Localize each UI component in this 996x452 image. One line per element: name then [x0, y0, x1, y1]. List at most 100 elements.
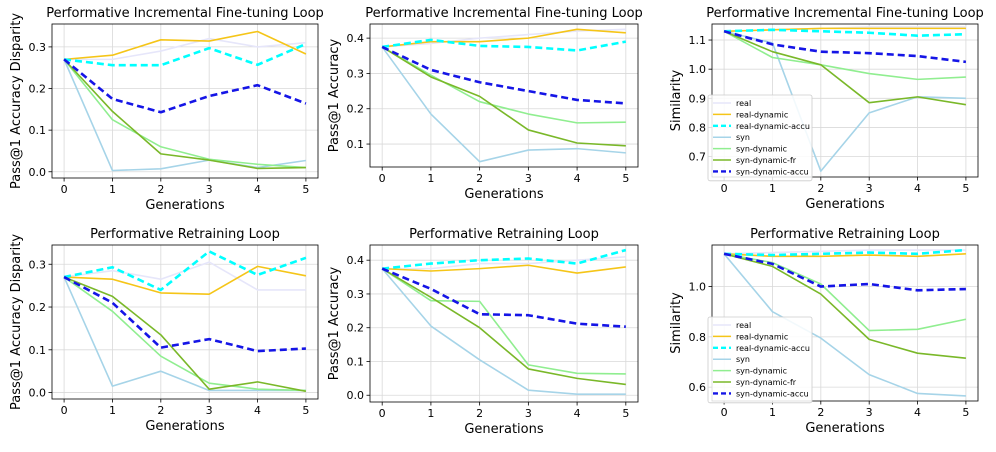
chart-title: Performative Incremental Fine-tuning Loo…: [706, 6, 984, 21]
series-line-real-dynamic-accu: [382, 248, 627, 270]
y-axis-label: Pass@1 Accuracy: [327, 266, 342, 380]
series-line-real: [382, 256, 626, 270]
y-tick-label: 0.1: [347, 138, 365, 151]
x-tick-label: 0: [61, 404, 68, 417]
y-tick-label: 0.3: [347, 288, 365, 301]
chart-title: Performative Incremental Fine-tuning Loo…: [365, 6, 643, 21]
y-tick-label: 0.0: [29, 166, 47, 179]
series-line-real-dynamic-accu: [381, 38, 627, 52]
x-tick-label: 2: [157, 404, 164, 417]
series-line-syn-dynamic-accu: [63, 275, 306, 353]
x-tick-label: 3: [525, 407, 532, 420]
legend-label: real: [736, 321, 751, 330]
x-tick-label: 3: [866, 406, 873, 419]
y-tick-label: 0.0: [29, 387, 47, 400]
y-tick-label: 0.1: [347, 355, 365, 368]
x-tick-label: 0: [379, 407, 386, 420]
legend-label: real-dynamic: [736, 110, 788, 119]
plot-frame: [51, 244, 319, 400]
y-tick-label: 0.2: [347, 103, 365, 116]
series-line-syn-dynamic-fr: [723, 253, 966, 360]
series-line-syn-dynamic-accu: [723, 30, 967, 64]
series-line-syn: [381, 46, 626, 163]
series-line-real-dynamic: [382, 264, 626, 274]
legend-label: syn-dynamic: [736, 145, 787, 154]
chart-svg: 0 1 2 3 4 5 0.0 0.1 0.2 0.3 Performative Increment…: [9, 6, 324, 213]
y-tick-label: 0.1: [29, 124, 47, 137]
chart-panel-incremental-similarity: 0 1 2 3 4 5 0.7 0.8 0.9 1.0 1.1 Performative Increm…: [664, 0, 996, 224]
y-tick-label: 0.6: [689, 381, 707, 394]
chart-svg: 0 1 2 3 4 5 0.0 0.1 0.2 0.3 0.4 Performative Retrai…: [327, 227, 639, 437]
y-tick-label: 0.3: [29, 41, 47, 54]
legend-label: syn-dynamic-fr: [736, 156, 797, 165]
series-line-syn-dynamic: [723, 30, 966, 81]
y-tick-label: 0.8: [689, 331, 707, 344]
x-tick-label: 4: [254, 183, 261, 196]
y-tick-label: 0.7: [689, 151, 707, 164]
x-axis-label: Generations: [145, 198, 225, 213]
x-tick-label: 1: [109, 183, 116, 196]
chart-svg: 0 1 2 3 4 5 0.0 0.1 0.2 0.3 Performative Retrainin…: [9, 227, 319, 434]
x-tick-label: 1: [769, 182, 776, 195]
x-tick-label: 1: [427, 407, 434, 420]
y-tick-label: 0.1: [29, 344, 47, 357]
y-tick-label: 1.0: [689, 281, 707, 294]
y-axis-label: Similarity: [669, 292, 684, 354]
series-line-real: [724, 249, 966, 255]
grid: [52, 24, 318, 178]
x-tick-label: 4: [574, 407, 581, 420]
x-tick-label: 2: [817, 406, 824, 419]
chart-panel-retraining-disparity: 0 1 2 3 4 5 0.0 0.1 0.2 0.3 Performative Retrainin…: [0, 224, 332, 448]
series-line-syn-dynamic: [723, 253, 967, 332]
series-line-syn-dynamic: [63, 58, 306, 169]
series-line-real-dynamic: [724, 253, 966, 258]
series-line-syn-dynamic: [381, 46, 626, 124]
x-tick-label: 5: [962, 406, 969, 419]
x-tick-label: 5: [622, 407, 629, 420]
series-line-syn-dynamic-accu: [723, 252, 966, 292]
x-tick-label: 2: [157, 183, 164, 196]
series-line-syn: [723, 30, 966, 172]
x-axis-label: Generations: [145, 419, 225, 434]
series-line-syn-dynamic-accu: [63, 58, 307, 114]
y-tick-label: 0.0: [347, 389, 365, 402]
plot-frame: [51, 23, 319, 179]
series-line-syn-dynamic-accu: [381, 267, 626, 329]
x-tick-label: 1: [109, 404, 116, 417]
chart-svg: 0 1 2 3 4 5 0.6 0.8 1.0 Performative Retraining L…: [669, 227, 979, 436]
chart-svg: 0 1 2 3 4 5 0.7 0.8 0.9 1.0 1.1 Performative Increm…: [669, 6, 984, 212]
legend-label: syn-dynamic-accu: [736, 389, 809, 398]
series-line-syn-dynamic: [63, 276, 306, 392]
y-axis-label: Similarity: [669, 69, 684, 131]
chart-title: Performative Retraining Loop: [750, 227, 940, 242]
series-line-real-dynamic-accu: [724, 248, 967, 257]
x-tick-label: 4: [914, 406, 921, 419]
legend: real real-dynamic real-dynamic-accu syn syn-…: [707, 316, 813, 404]
series-line-syn-dynamic-fr: [381, 46, 626, 147]
x-axis-label: Generations: [464, 422, 544, 437]
x-axis-label: Generations: [805, 197, 885, 212]
y-tick-label: 0.4: [347, 254, 365, 267]
chart-panel-retraining-similarity: 0 1 2 3 4 5 0.6 0.8 1.0 Performative Retraining L…: [664, 224, 996, 448]
x-tick-label: 4: [914, 182, 921, 195]
series-line-syn-dynamic-accu: [381, 45, 626, 105]
legend-label: syn-dynamic: [736, 367, 787, 376]
y-tick-label: 1.1: [689, 34, 707, 47]
chart-panel-incremental-accuracy: 0 1 2 3 4 5 0.1 0.2 0.3 0.4 Performative Increment…: [327, 0, 664, 224]
series-line-real-dynamic: [64, 265, 307, 295]
x-tick-label: 0: [61, 183, 68, 196]
series-line-syn-dynamic: [381, 267, 626, 375]
series-line-syn-dynamic-fr: [381, 267, 626, 386]
series-line-real-dynamic-accu: [724, 28, 966, 37]
x-axis-label: Generations: [464, 187, 544, 202]
legend-label: real-dynamic-accu: [736, 344, 810, 353]
x-tick-label: 2: [817, 182, 824, 195]
x-tick-label: 1: [769, 406, 776, 419]
legend-box: [707, 316, 813, 404]
x-tick-label: 1: [427, 172, 434, 185]
legend: real real-dynamic real-dynamic-accu syn syn-…: [707, 94, 813, 182]
x-tick-label: 5: [962, 182, 969, 195]
legend-label: real-dynamic: [736, 332, 788, 341]
